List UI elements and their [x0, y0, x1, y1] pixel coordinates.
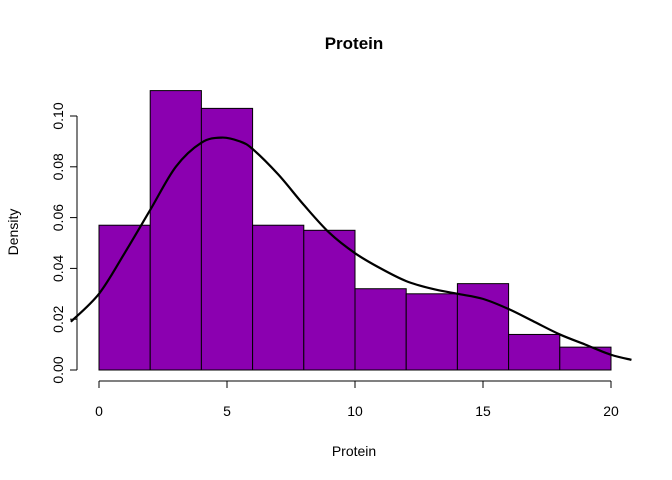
y-tick-label-2: 0.04 — [50, 255, 66, 282]
x-tick-label-2: 10 — [347, 403, 363, 419]
histogram-bar-5 — [354, 288, 407, 371]
y-axis-label: Density — [5, 209, 21, 256]
histogram-bar-0 — [98, 224, 151, 371]
x-tick-label-3: 15 — [475, 403, 491, 419]
x-axis: 0 5 10 15 20 — [95, 380, 619, 419]
histogram-bar-2 — [200, 107, 254, 371]
histogram-bar-8 — [508, 333, 561, 371]
density-curve — [70, 136, 632, 361]
y-tick-label-0: 0.00 — [50, 356, 66, 383]
x-axis-label: Protein — [332, 443, 376, 459]
histogram-bar-9 — [559, 346, 612, 371]
y-axis: 0.00 0.02 0.04 0.06 0.08 0.10 — [50, 102, 78, 384]
bars-group — [98, 90, 612, 371]
x-tick-label-4: 20 — [603, 403, 619, 419]
histogram-bar-7 — [456, 283, 510, 371]
histogram-bar-6 — [405, 293, 458, 371]
x-tick-label-0: 0 — [95, 403, 103, 419]
y-tick-label-4: 0.08 — [50, 153, 66, 180]
y-tick-label-3: 0.06 — [50, 204, 66, 231]
y-tick-label-5: 0.10 — [50, 102, 66, 129]
histogram-bar-4 — [303, 229, 356, 371]
chart-title: Protein — [325, 34, 384, 53]
histogram-bar-3 — [252, 224, 305, 371]
histogram-bar-1 — [149, 90, 202, 371]
y-tick-label-1: 0.02 — [50, 305, 66, 332]
x-tick-label-1: 5 — [223, 403, 231, 419]
